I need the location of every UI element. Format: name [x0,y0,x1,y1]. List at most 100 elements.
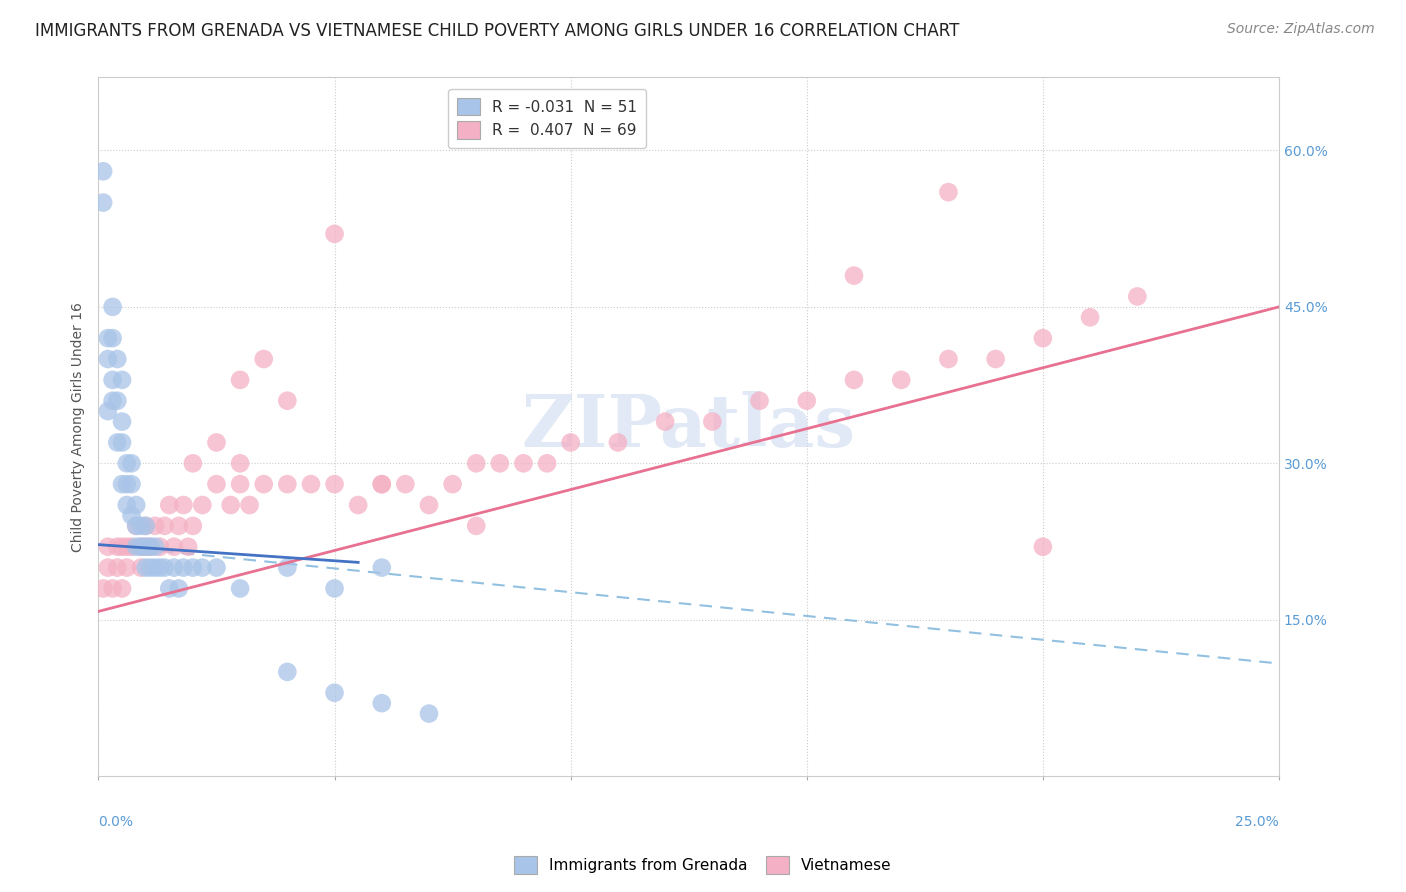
Text: 0.0%: 0.0% [98,814,134,829]
Point [101,331,124,345]
Point [115,477,138,491]
Point [139,540,162,554]
Point [323,686,346,700]
Point [371,696,394,710]
Point [157,582,180,596]
Point [536,456,558,470]
Point [276,393,298,408]
Point [97,351,120,366]
Point [111,373,134,387]
Point [842,268,865,283]
Point [91,195,114,210]
Y-axis label: Child Poverty Among Girls Under 16: Child Poverty Among Girls Under 16 [72,301,86,552]
Point [177,540,200,554]
Text: ZIPatlas: ZIPatlas [522,392,856,462]
Point [125,498,148,512]
Point [125,519,148,533]
Point [238,498,260,512]
Text: Source: ZipAtlas.com: Source: ZipAtlas.com [1227,22,1375,37]
Point [115,540,138,554]
Point [129,540,152,554]
Point [276,560,298,574]
Point [111,477,134,491]
Point [371,560,394,574]
Point [205,435,228,450]
Point [115,498,138,512]
Point [984,351,1007,366]
Point [560,435,582,450]
Point [111,582,134,596]
Point [1032,540,1054,554]
Point [253,477,276,491]
Point [323,227,346,241]
Point [121,456,143,470]
Legend: Immigrants from Grenada, Vietnamese: Immigrants from Grenada, Vietnamese [508,850,898,880]
Point [111,540,134,554]
Point [105,435,128,450]
Point [938,351,960,366]
Point [143,560,166,574]
Point [129,560,152,574]
Point [125,540,148,554]
Point [115,560,138,574]
Point [654,415,676,429]
Point [276,477,298,491]
Point [181,456,204,470]
Point [1032,331,1054,345]
Point [97,331,120,345]
Point [253,351,276,366]
Point [121,508,143,523]
Point [842,373,865,387]
Point [418,498,440,512]
Point [465,456,488,470]
Point [101,393,124,408]
Text: 25.0%: 25.0% [1236,814,1279,829]
Point [115,456,138,470]
Point [129,519,152,533]
Point [276,665,298,679]
Point [172,560,194,574]
Point [299,477,322,491]
Point [143,519,166,533]
Point [347,498,370,512]
Point [101,582,124,596]
Point [97,540,120,554]
Point [938,185,960,199]
Point [1078,310,1101,325]
Point [135,560,157,574]
Point [229,373,252,387]
Point [219,498,242,512]
Point [229,477,252,491]
Point [191,498,214,512]
Point [121,540,143,554]
Point [181,560,204,574]
Point [181,519,204,533]
Point [153,560,176,574]
Point [135,519,157,533]
Point [105,351,128,366]
Point [139,560,162,574]
Point [105,393,128,408]
Point [748,393,770,408]
Point [143,540,166,554]
Point [121,477,143,491]
Point [101,373,124,387]
Point [149,560,172,574]
Point [101,300,124,314]
Point [229,456,252,470]
Point [97,560,120,574]
Point [91,164,114,178]
Point [153,519,176,533]
Point [111,435,134,450]
Point [172,498,194,512]
Point [323,477,346,491]
Point [111,415,134,429]
Point [139,540,162,554]
Point [129,540,152,554]
Point [91,582,114,596]
Point [229,582,252,596]
Point [512,456,534,470]
Point [97,404,120,418]
Point [465,519,488,533]
Point [796,393,818,408]
